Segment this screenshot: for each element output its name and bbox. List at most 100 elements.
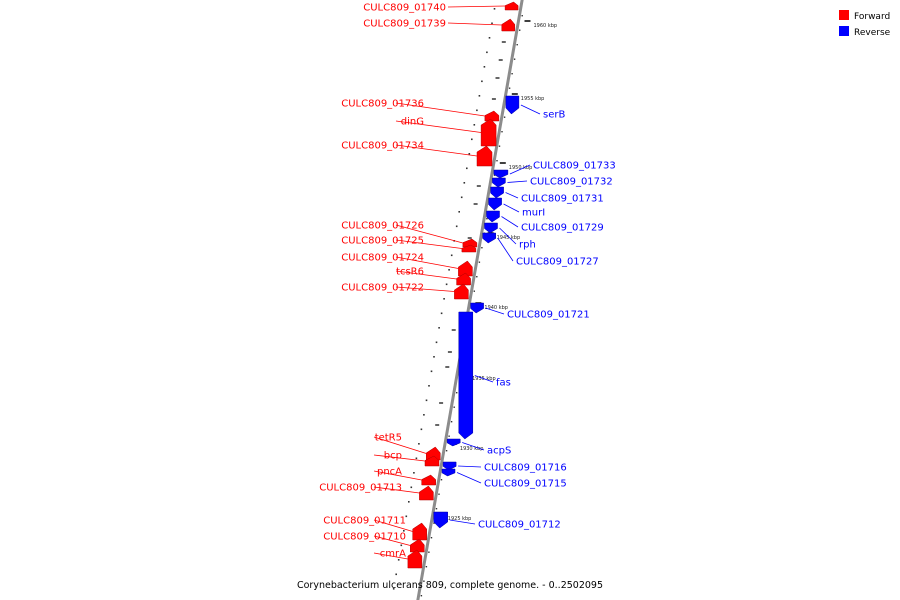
- reverse-gene-CULC809_01731[interactable]: [490, 186, 504, 199]
- forward-gene-label[interactable]: pncA: [377, 467, 402, 478]
- reverse-leader-line: [449, 519, 476, 525]
- kbp-tick-label: 1940 kbp: [484, 305, 508, 311]
- reverse-gene-CULC809_01721[interactable]: [470, 302, 484, 314]
- reverse-gene-CULC809_01729[interactable]: [486, 210, 500, 223]
- reverse-gene-label[interactable]: murI: [522, 208, 545, 219]
- reverse-gene-label[interactable]: acpS: [487, 446, 511, 457]
- forward-gene-tcsR6[interactable]: [456, 272, 471, 286]
- dot-marker: [443, 298, 445, 300]
- reverse-gene-CULC809_01716[interactable]: [442, 461, 457, 471]
- kbp-tick-label: 1925 kbp: [448, 516, 472, 522]
- forward-gene-cmrA[interactable]: [407, 549, 423, 569]
- forward-gene-label[interactable]: CULC809_01736: [341, 99, 424, 110]
- forward-gene-CULC809_01711[interactable]: [412, 522, 427, 541]
- dot-marker: [460, 196, 463, 199]
- forward-gene-bcp[interactable]: [424, 455, 440, 467]
- forward-leader-line: [395, 270, 457, 280]
- reverse-gene-CULC809_01715[interactable]: [441, 468, 456, 477]
- dot-marker: [420, 428, 423, 431]
- reverse-gene-rph[interactable]: [484, 222, 498, 234]
- reverse-gene-label[interactable]: CULC809_01729: [521, 223, 604, 234]
- reverse-gene-label[interactable]: CULC809_01712: [478, 520, 561, 531]
- reverse-gene-label[interactable]: CULC809_01727: [516, 257, 599, 268]
- forward-leader-line: [373, 436, 427, 454]
- forward-gene-pncA[interactable]: [421, 474, 436, 486]
- forward-gene-label[interactable]: dinG: [401, 117, 424, 128]
- reverse-leader-line: [497, 237, 514, 262]
- legend-reverse-swatch: [839, 26, 849, 36]
- genome-caption: Corynebacterium ulcerans 809, complete g…: [297, 580, 603, 591]
- reverse-gene-acpS[interactable]: [446, 438, 461, 447]
- reverse-gene-fas[interactable]: [458, 311, 474, 440]
- dot-marker: [438, 493, 440, 495]
- forward-gene-label[interactable]: tcsR6: [396, 267, 424, 278]
- dot-marker: [400, 544, 403, 547]
- reverse-gene-murI[interactable]: [488, 197, 502, 211]
- reverse-gene-CULC809_01733[interactable]: [493, 169, 509, 179]
- dot-marker: [453, 406, 455, 408]
- reverse-gene-label[interactable]: CULC809_01731: [521, 194, 604, 205]
- gene-labels: CULC809_01740 CULC809_01739 CULC809_01736d…: [319, 3, 616, 560]
- dot-marker: [428, 551, 430, 553]
- dot-marker: [423, 414, 425, 416]
- forward-gene-CULC809_01725[interactable]: [461, 244, 477, 253]
- forward-leader-line: [447, 22, 502, 26]
- forward-gene-label[interactable]: CULC809_01725: [341, 236, 424, 247]
- forward-leader-line: [373, 535, 411, 546]
- forward-gene-CULC809_01713[interactable]: [419, 485, 434, 501]
- forward-gene-label[interactable]: cmrA: [380, 549, 406, 560]
- forward-gene-label[interactable]: CULC809_01724: [341, 253, 424, 264]
- dot-marker: [405, 515, 408, 518]
- forward-leader-line: [395, 144, 478, 157]
- reverse-gene-label[interactable]: CULC809_01732: [530, 177, 613, 188]
- reverse-gene-label[interactable]: CULC809_01721: [507, 310, 590, 321]
- reverse-leader-line: [462, 442, 485, 451]
- genome-backbone: [416, 0, 524, 600]
- dot-marker: [508, 87, 511, 89]
- forward-gene-CULC809_01710[interactable]: [410, 538, 425, 553]
- dot-marker: [488, 37, 491, 39]
- forward-gene-CULC809_01739[interactable]: [501, 18, 516, 32]
- dot-marker: [392, 588, 395, 590]
- reverse-leader-line: [499, 227, 517, 245]
- reverse-gene-CULC809_01732[interactable]: [492, 177, 506, 188]
- forward-gene-CULC809_01734[interactable]: [476, 145, 493, 167]
- dot-marker: [425, 399, 428, 402]
- reverse-gene-label[interactable]: CULC809_01715: [484, 479, 567, 490]
- forward-gene-label[interactable]: tetR5: [375, 433, 402, 444]
- reverse-leader-line: [520, 104, 541, 115]
- forward-leader-line: [395, 224, 464, 244]
- forward-gene-CULC809_01736[interactable]: [484, 110, 500, 122]
- dot-marker: [435, 508, 438, 510]
- forward-gene-CULC809_01722[interactable]: [454, 283, 469, 300]
- reverse-gene-label[interactable]: CULC809_01733: [533, 161, 616, 172]
- forward-gene-CULC809_01740[interactable]: [504, 1, 519, 11]
- forward-gene-label[interactable]: CULC809_01734: [341, 141, 424, 152]
- forward-gene-label[interactable]: CULC809_01722: [341, 283, 424, 294]
- dot-marker: [448, 269, 450, 271]
- forward-gene-label[interactable]: CULC809_01713: [319, 483, 402, 494]
- reverse-gene-serB[interactable]: [505, 95, 520, 115]
- dot-marker: [410, 486, 413, 489]
- forward-gene-label[interactable]: CULC809_01710: [323, 532, 406, 543]
- forward-gene-label[interactable]: CULC809_01740: [363, 3, 446, 14]
- forward-gene-label[interactable]: CULC809_01739: [363, 19, 446, 30]
- reverse-leader-line: [456, 472, 482, 484]
- reverse-gene-label[interactable]: serB: [543, 110, 565, 121]
- forward-gene-CULC809_01726[interactable]: [462, 238, 478, 248]
- reverse-gene-label[interactable]: CULC809_01716: [484, 463, 567, 474]
- dot-marker: [481, 247, 483, 249]
- reverse-gene-label[interactable]: fas: [496, 378, 511, 389]
- dot-marker: [408, 501, 410, 503]
- reverse-gene-CULC809_01712[interactable]: [433, 511, 448, 529]
- reverse-gene-label[interactable]: rph: [519, 240, 536, 251]
- forward-gene-label[interactable]: CULC809_01711: [323, 516, 406, 527]
- dot-marker: [455, 225, 458, 228]
- forward-gene-dinG[interactable]: [480, 118, 497, 147]
- forward-leader-line: [373, 454, 426, 462]
- reverse-gene-CULC809_01727[interactable]: [482, 232, 496, 244]
- forward-gene-label[interactable]: bcp: [384, 451, 402, 462]
- forward-gene-label[interactable]: CULC809_01726: [341, 221, 424, 232]
- dot-marker: [521, 15, 523, 17]
